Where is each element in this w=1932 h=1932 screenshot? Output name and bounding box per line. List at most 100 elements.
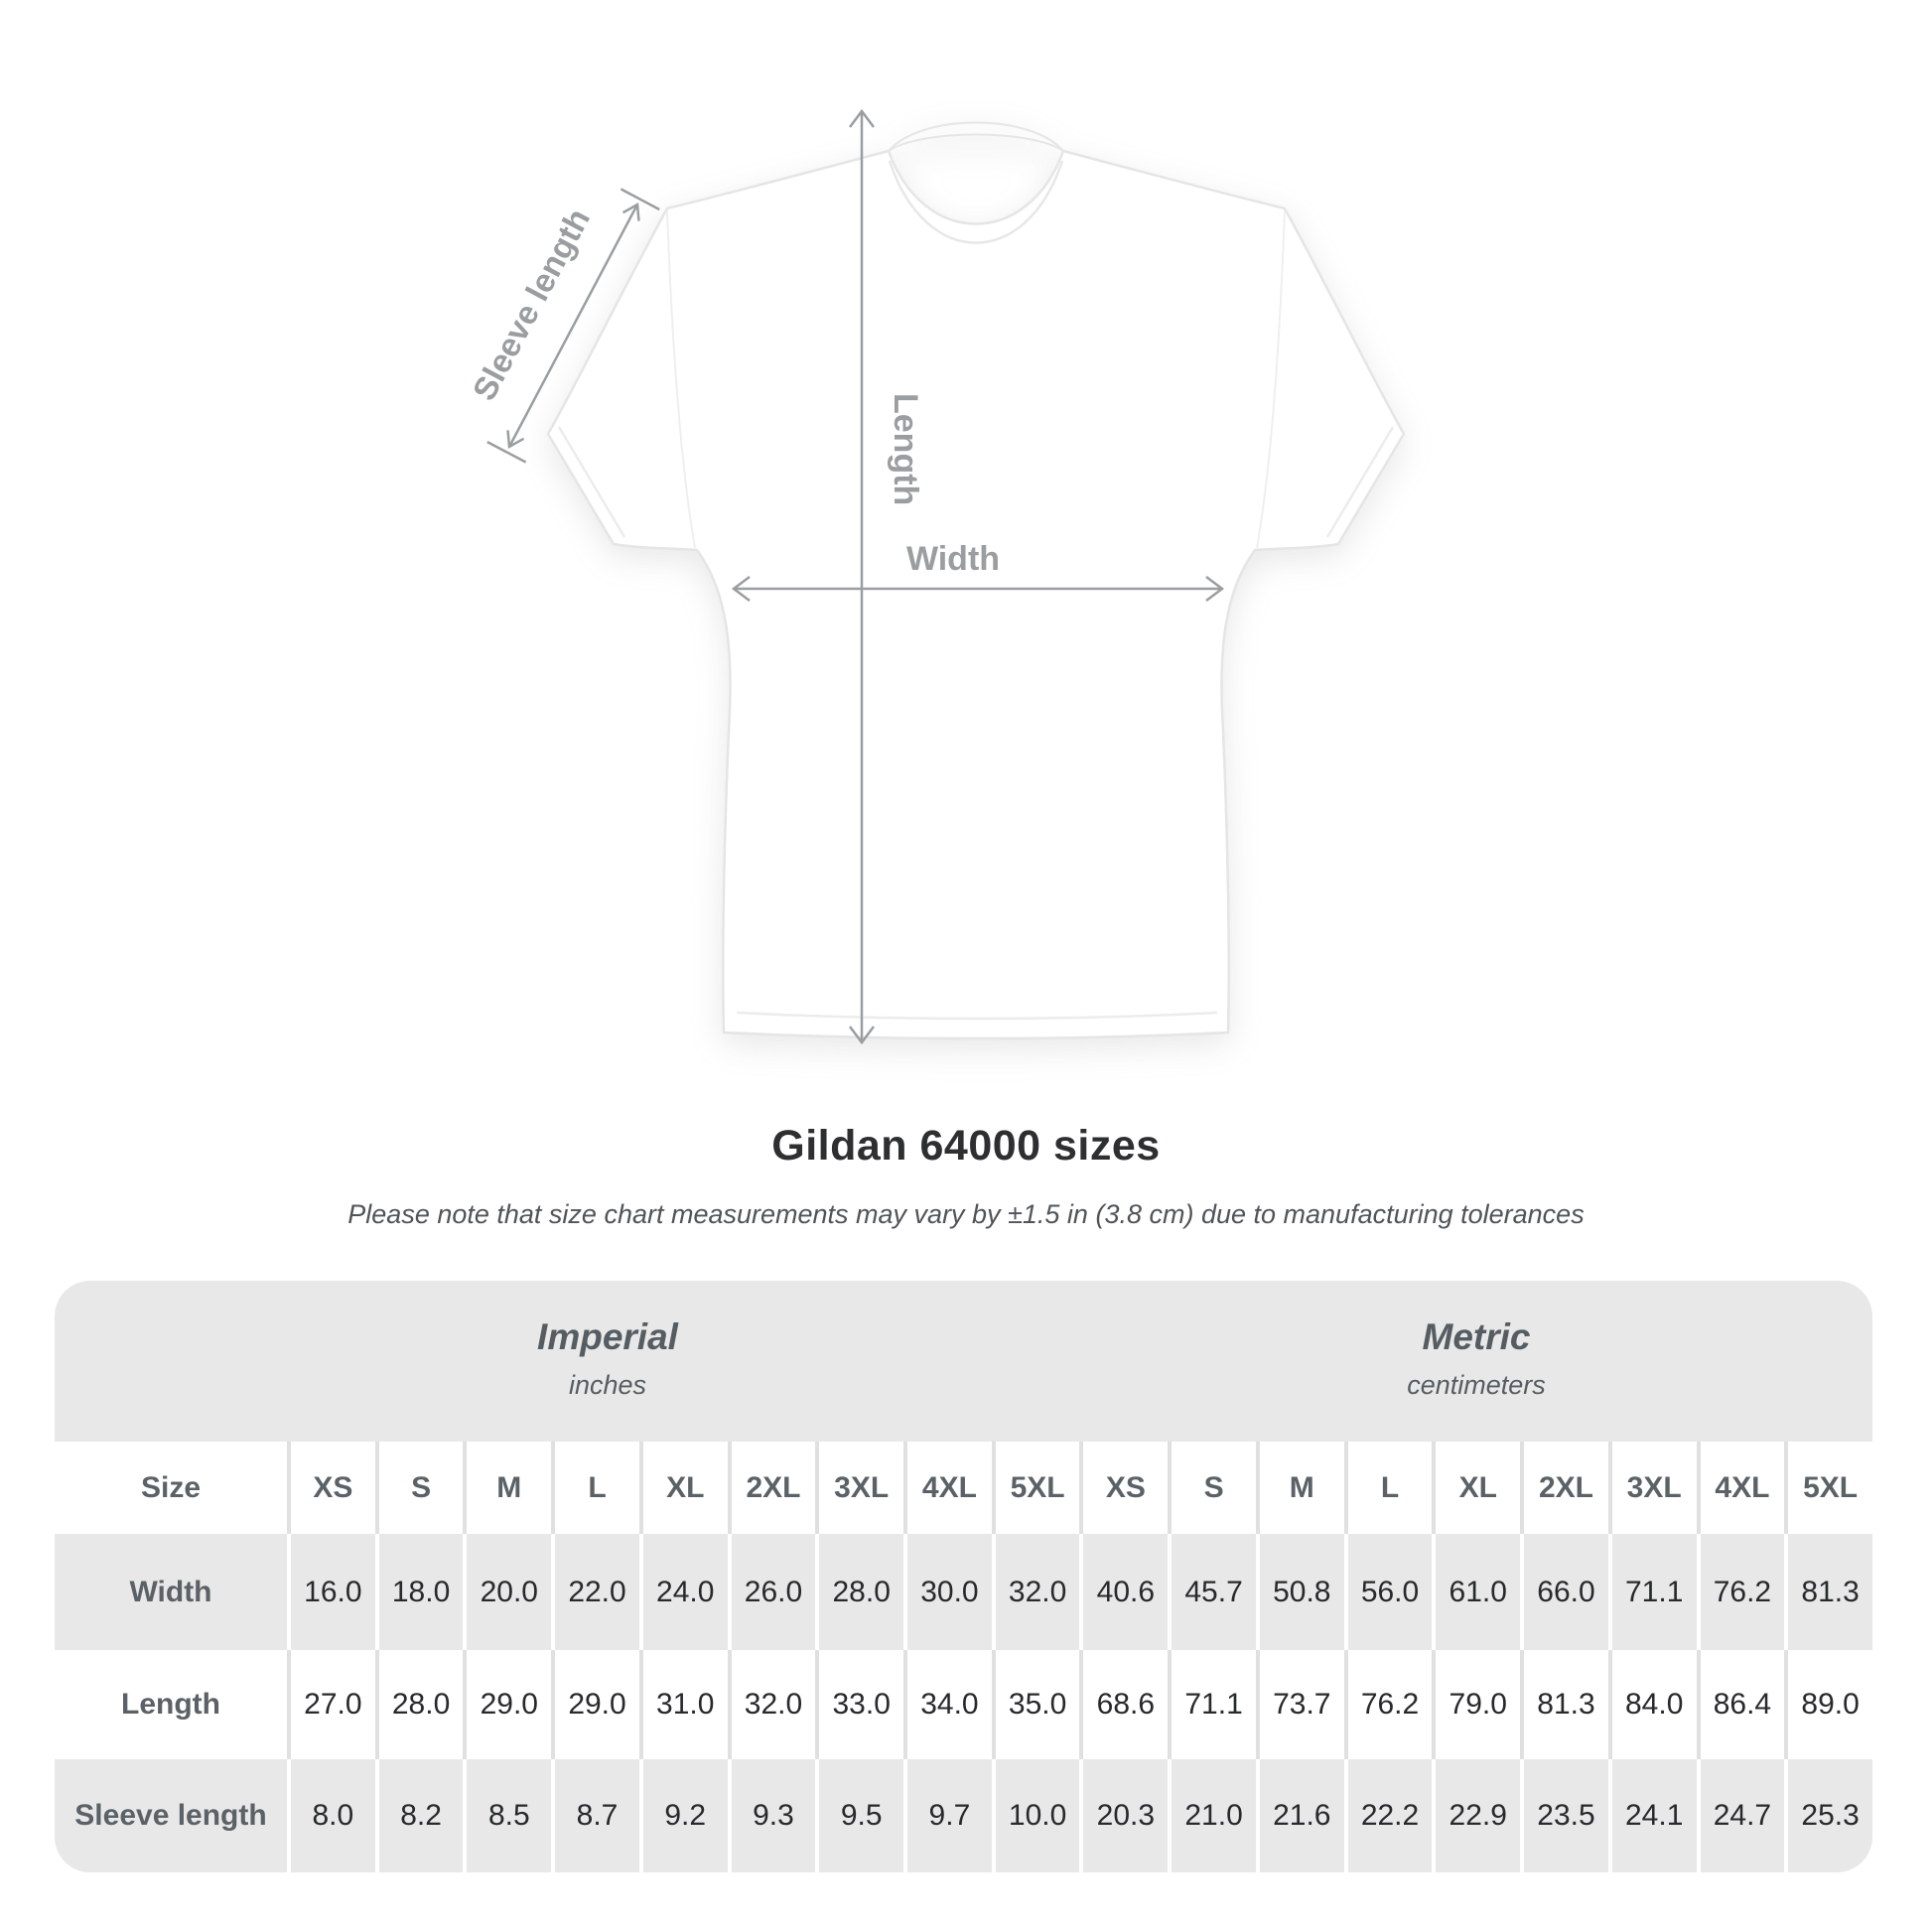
measurement-value-cell: 22.0 <box>551 1534 639 1650</box>
size-label-header: Size <box>140 1470 202 1504</box>
measurement-value-cell: 8.5 <box>463 1759 551 1872</box>
measurement-value-cell: 20.3 <box>1079 1759 1168 1872</box>
measurement-value-cell: 35.0 <box>991 1650 1080 1759</box>
measurement-value-cell: 10.0 <box>991 1759 1080 1872</box>
measurement-value-cell: 28.0 <box>374 1650 464 1759</box>
shirt-figure: Sleeve length Length Width <box>466 108 1406 1045</box>
measurement-value-cell: 86.4 <box>1696 1650 1785 1759</box>
size-column-header: 5XL <box>991 1442 1080 1534</box>
measurement-value-cell: 29.0 <box>463 1650 551 1759</box>
size-column-header: XL <box>638 1442 728 1534</box>
size-column-header: S <box>374 1442 464 1534</box>
size-column-header: XS <box>1079 1442 1168 1534</box>
measurement-value-cell: 84.0 <box>1607 1650 1697 1759</box>
measurement-value-cell: 9.7 <box>903 1759 992 1872</box>
measurement-value-cell: 32.0 <box>727 1650 816 1759</box>
length-label: Length <box>887 393 924 505</box>
tshirt-collar-seam <box>888 160 1064 244</box>
width-label: Width <box>906 540 1000 578</box>
measurement-value-cell: 71.1 <box>1168 1650 1256 1759</box>
tshirt-back-collar <box>888 121 1064 152</box>
size-column-header: M <box>463 1442 551 1534</box>
tshirt-left-sleeve-hem <box>557 426 626 538</box>
unit-group-metric: Metric centimeters <box>1407 1316 1546 1401</box>
measurement-value-cell: 68.6 <box>1079 1650 1168 1759</box>
size-column-header: L <box>1343 1442 1433 1534</box>
page-title: Gildan 64000 sizes <box>771 1122 1161 1170</box>
measurement-value-cell: 76.2 <box>1343 1650 1433 1759</box>
measurement-value-cell: 50.8 <box>1255 1534 1344 1650</box>
size-column-header: L <box>551 1442 639 1534</box>
row-label: Length <box>121 1688 220 1721</box>
measurement-value-cell: 56.0 <box>1343 1534 1433 1650</box>
size-column-header: 5XL <box>1784 1442 1872 1534</box>
size-column-header: XL <box>1432 1442 1520 1534</box>
measurement-value-cell: 30.0 <box>903 1534 992 1650</box>
tshirt-bottom-hem <box>736 1011 1218 1021</box>
measurement-value-cell: 89.0 <box>1784 1650 1872 1759</box>
size-column-header: 4XL <box>903 1442 992 1534</box>
measurement-value-cell: 22.9 <box>1432 1759 1520 1872</box>
measurement-value-cell: 29.0 <box>551 1650 639 1759</box>
measurement-value-cell: 40.6 <box>1079 1534 1168 1650</box>
measurement-value-cell: 73.7 <box>1255 1650 1344 1759</box>
measurement-value-cell: 24.7 <box>1696 1759 1785 1872</box>
measurement-value-cell: 28.0 <box>815 1534 903 1650</box>
measurement-value-cell: 21.6 <box>1255 1759 1344 1872</box>
measurement-value-cell: 71.1 <box>1607 1534 1697 1650</box>
measurement-value-cell: 27.0 <box>287 1650 375 1759</box>
size-column-header: 3XL <box>815 1442 903 1534</box>
measurement-value-cell: 79.0 <box>1432 1650 1520 1759</box>
size-column-header: S <box>1168 1442 1256 1534</box>
unit-group-imperial: Imperial inches <box>537 1316 678 1401</box>
measurement-value-cell: 8.7 <box>551 1759 639 1872</box>
measurement-value-cell: 31.0 <box>638 1650 728 1759</box>
measurement-value-cell: 9.3 <box>727 1759 816 1872</box>
page-subtitle: Please note that size chart measurements… <box>347 1199 1585 1229</box>
imperial-unit-label: inches <box>568 1370 647 1400</box>
imperial-label: Imperial <box>537 1316 678 1357</box>
measurement-value-cell: 32.0 <box>991 1534 1080 1650</box>
row-label: Width <box>129 1575 212 1608</box>
measurement-value-cell: 16.0 <box>287 1534 375 1650</box>
measurement-value-cell: 23.5 <box>1520 1759 1608 1872</box>
size-column-header: 2XL <box>727 1442 816 1534</box>
unit-header-row: Imperial inches Metric centimeters <box>55 1281 1872 1442</box>
measurement-value-cell: 61.0 <box>1432 1534 1520 1650</box>
measurement-row-sleeve: Sleeve length 8.0 8.2 8.5 8.7 9.2 9.3 9.5 9.7 10… <box>55 1759 1872 1872</box>
size-column-header: 2XL <box>1520 1442 1608 1534</box>
measurement-value-cell: 81.3 <box>1520 1650 1608 1759</box>
measurement-row-width: Width 16.0 18.0 20.0 22.0 24.0 26.0 28.0 30.0 32… <box>55 1534 1872 1650</box>
measurement-value-cell: 76.2 <box>1696 1534 1785 1650</box>
measurement-value-cell: 9.5 <box>815 1759 903 1872</box>
length-arrow <box>849 108 875 1045</box>
tshirt-body <box>546 149 1406 1040</box>
measurement-value-cell: 24.0 <box>638 1534 728 1650</box>
measurement-value-cell: 22.2 <box>1343 1759 1433 1872</box>
measurement-value-cell: 33.0 <box>815 1650 903 1759</box>
size-column-header: XS <box>287 1442 375 1534</box>
measurement-value-cell: 8.0 <box>287 1759 375 1872</box>
width-arrow <box>731 576 1225 602</box>
measurement-value-cell: 9.2 <box>638 1759 728 1872</box>
measurement-value-cell: 18.0 <box>374 1534 464 1650</box>
tshirt-left-armhole-seam <box>666 209 696 549</box>
row-label: Sleeve length <box>74 1799 267 1832</box>
measurement-value-cell: 45.7 <box>1168 1534 1256 1650</box>
measurement-row-length: Length 27.0 28.0 29.0 29.0 31.0 32.0 33.0 34.0 3… <box>55 1650 1872 1759</box>
sleeve-length-label: Sleeve length <box>466 203 598 406</box>
size-table: Imperial inches Metric centimeters Size … <box>55 1281 1872 1872</box>
metric-label: Metric <box>1422 1316 1531 1357</box>
tshirt-graphic <box>546 121 1406 1040</box>
measurement-value-cell: 8.2 <box>374 1759 464 1872</box>
measurement-value-cell: 24.1 <box>1607 1759 1697 1872</box>
size-column-header: M <box>1255 1442 1344 1534</box>
tshirt-right-sleeve-hem <box>1325 426 1395 538</box>
tshirt-right-armhole-seam <box>1256 209 1286 549</box>
measurement-value-cell: 20.0 <box>463 1534 551 1650</box>
measurement-value-cell: 81.3 <box>1784 1534 1872 1650</box>
measurement-value-cell: 34.0 <box>903 1650 992 1759</box>
measurement-value-cell: 25.3 <box>1784 1759 1872 1872</box>
size-column-header: 4XL <box>1696 1442 1785 1534</box>
